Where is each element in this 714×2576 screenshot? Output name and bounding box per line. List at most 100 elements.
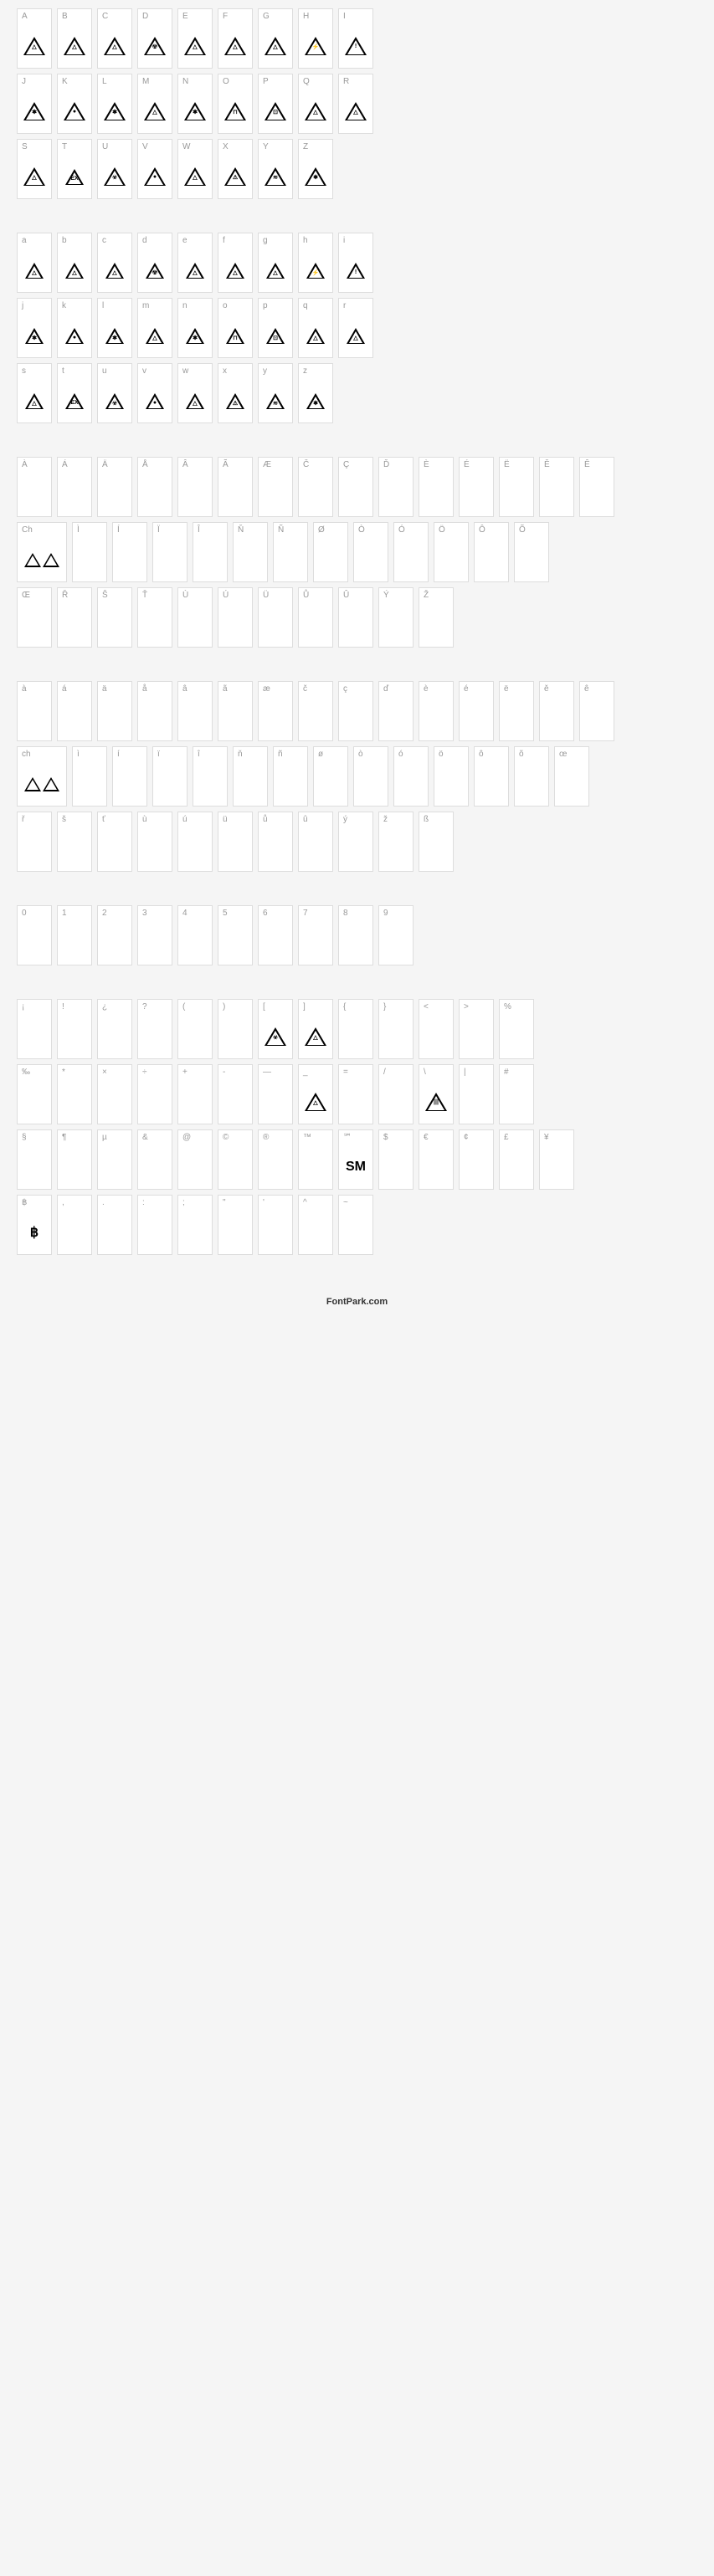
glyph-content <box>18 1015 51 1058</box>
glyph-content: △ <box>299 314 332 357</box>
glyph-cell: [☣ <box>258 999 293 1059</box>
glyph-cell: v● <box>137 363 172 423</box>
glyph-content <box>18 697 51 740</box>
glyph-content <box>98 1211 131 1254</box>
glyph-content <box>500 1145 533 1189</box>
glyph-row: j✱k●l✱m△n✱o⊓p⊡q△r△ <box>17 298 697 358</box>
glyph-label: & <box>138 1130 172 1145</box>
glyph-label: D <box>138 9 172 24</box>
triangle-icon: ● <box>144 167 166 186</box>
glyph-content: ✱ <box>18 314 51 357</box>
triangle-inner: △ <box>190 400 200 407</box>
glyph-content: ! <box>339 24 372 68</box>
glyph-label: ř <box>18 812 51 827</box>
glyph-label: l <box>98 299 131 314</box>
glyph-label: ? <box>138 1000 172 1015</box>
triangle-icon: ⚡ <box>306 263 325 279</box>
glyph-cell: E△ <box>177 8 213 69</box>
glyph-content <box>234 538 267 581</box>
glyph-cell: h⚡ <box>298 233 333 293</box>
glyph-label: Ů <box>299 588 332 603</box>
glyph-label: F <box>218 9 252 24</box>
glyph-cell: 0 <box>17 905 52 965</box>
glyph-label: + <box>178 1065 212 1080</box>
glyph-cell: - <box>218 1064 253 1124</box>
glyph-content <box>138 603 172 647</box>
glyph-content <box>58 827 91 871</box>
glyph-label: ß <box>419 812 453 827</box>
glyph-label: Ó <box>394 523 428 538</box>
glyph-label: Č <box>299 458 332 473</box>
glyph-label: o <box>218 299 252 314</box>
glyph-label: @ <box>178 1130 212 1145</box>
glyph-cell: à <box>17 681 52 741</box>
glyph-row: A△B△C△D☢E△F△G△H⚡I! <box>17 8 697 69</box>
glyph-content: △ <box>259 24 292 68</box>
glyph-content: EX <box>58 155 91 198</box>
glyph-content <box>138 1080 172 1124</box>
glyph-label: ¢ <box>460 1130 493 1145</box>
glyph-cell: X⚠ <box>218 139 253 199</box>
triangle-inner: ! <box>351 269 361 275</box>
glyph-label: = <box>339 1065 372 1080</box>
triangle-inner: △ <box>230 44 240 50</box>
glyph-content <box>555 762 588 806</box>
glyph-label: ď <box>379 682 413 697</box>
glyph-content <box>259 697 292 740</box>
glyph-cell: ý <box>338 812 373 872</box>
glyph-cell: ™ <box>298 1129 333 1190</box>
triangle-icon: ⊓ <box>226 328 244 344</box>
glyph-cell: ì <box>72 746 107 807</box>
glyph-label: ů <box>259 812 292 827</box>
glyph-label: È <box>419 458 453 473</box>
glyph-label: L <box>98 74 131 90</box>
glyph-label: ó <box>394 747 428 762</box>
glyph-cell: q△ <box>298 298 333 358</box>
glyph-section: ÀÁÄÅÂÃÆČÇĎÈÉËĚÊChÌÍÏÎŇÑØÒÓÖÔÕŒŘŠŤÙÚÜŮÛÝŽ <box>17 457 697 648</box>
triangle-icon: ⊓ <box>224 102 246 120</box>
glyph-label: Y <box>259 140 292 155</box>
glyph-label: ÷ <box>138 1065 172 1080</box>
glyph-content <box>18 1080 51 1124</box>
glyph-label: Š <box>98 588 131 603</box>
glyph-content <box>218 1145 252 1189</box>
glyph-label: § <box>18 1130 51 1145</box>
glyph-cell: P⊡ <box>258 74 293 134</box>
glyph-cell: ‰ <box>17 1064 52 1124</box>
glyph-label: ; <box>178 1196 212 1211</box>
glyph-row: ‰*×÷+-—_△=/\||||# <box>17 1064 697 1124</box>
glyph-content <box>419 1145 453 1189</box>
glyph-cell: ù <box>137 812 172 872</box>
glyph-label: Ù <box>178 588 212 603</box>
glyph-content <box>218 697 252 740</box>
glyph-cell: R△ <box>338 74 373 134</box>
glyph-content <box>460 1145 493 1189</box>
glyph-cell: ß <box>419 812 454 872</box>
glyph-cell: H⚡ <box>298 8 333 69</box>
glyph-content <box>58 473 91 516</box>
glyph-cell: _△ <box>298 1064 333 1124</box>
glyph-label: Ď <box>379 458 413 473</box>
glyph-label: ch <box>18 747 66 762</box>
triangle-icon: △ <box>305 1093 326 1111</box>
glyph-label: á <box>58 682 91 697</box>
glyph-cell: ¶ <box>57 1129 92 1190</box>
glyph-content <box>500 1080 533 1124</box>
glyph-content: ✱ <box>178 314 212 357</box>
glyph-content: ! <box>339 248 372 292</box>
glyph-cell: 2 <box>97 905 132 965</box>
glyph-label: ฿ <box>18 1196 51 1211</box>
glyph-content <box>98 473 131 516</box>
glyph-cell: y≋ <box>258 363 293 423</box>
glyph-cell: Ů <box>298 587 333 648</box>
glyph-label: ï <box>153 747 187 762</box>
glyph-content: ☣ <box>98 155 131 198</box>
glyph-label: ž <box>379 812 413 827</box>
double-triangle-icon <box>24 777 59 791</box>
glyph-content: ⚠ <box>218 155 252 198</box>
glyph-content <box>274 538 307 581</box>
triangle-inner: △ <box>150 335 160 341</box>
glyph-content <box>274 762 307 806</box>
glyph-content <box>460 1080 493 1124</box>
triangle-icon: △ <box>306 328 325 344</box>
